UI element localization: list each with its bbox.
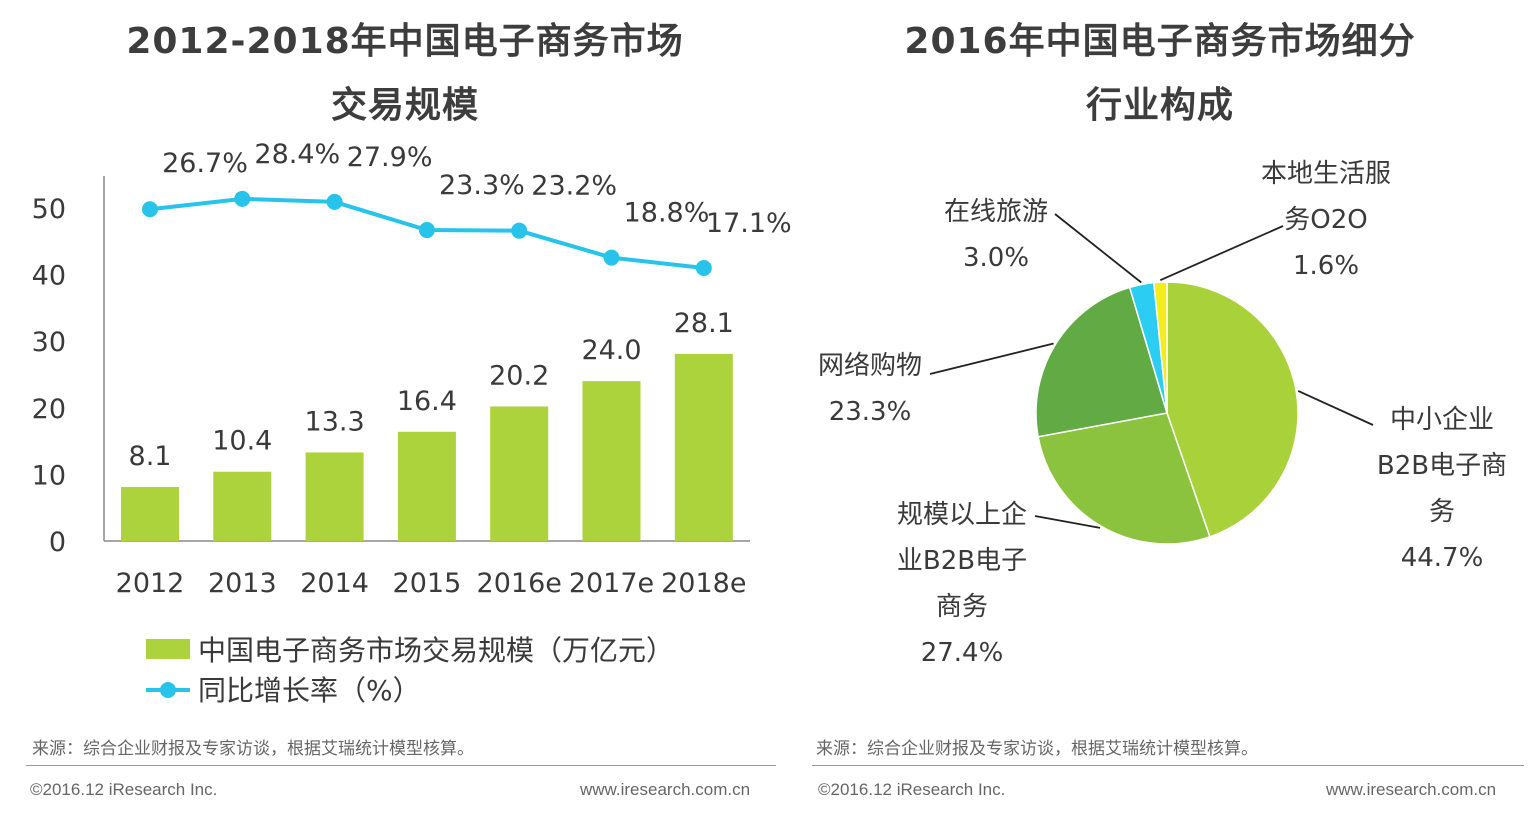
growth-point xyxy=(695,260,712,276)
bar-2014 xyxy=(305,452,364,541)
growth-value-label: 18.8% xyxy=(624,198,710,229)
legend-line-label: 同比增长率（%） xyxy=(198,674,421,707)
pie-slice-label: 规模以上企 xyxy=(897,500,1027,530)
left-title-line2: 交易规模 xyxy=(330,85,479,126)
y-tick-label: 20 xyxy=(32,394,66,425)
x-tick-label: 2014 xyxy=(300,568,369,599)
pie-slice-label: B2B电子商 xyxy=(1377,451,1507,481)
legend-line-marker xyxy=(160,682,176,698)
right-chart-title: 2016年中国电子商务市场细分 行业构成 xyxy=(810,10,1510,138)
legend-bar-swatch xyxy=(146,639,190,659)
pie-slice xyxy=(1037,412,1211,545)
growth-value-label: 26.7% xyxy=(162,148,248,179)
y-tick-label: 40 xyxy=(32,261,66,292)
pie-slice-percent: 44.7% xyxy=(1401,543,1484,573)
bar-2017e xyxy=(582,381,641,541)
bar-2012 xyxy=(121,487,179,541)
pie-slice-percent: 1.6% xyxy=(1293,251,1359,281)
source-note-right: 来源：综合企业财报及专家访谈，根据艾瑞统计模型核算。 xyxy=(816,739,1258,759)
growth-point xyxy=(511,222,528,239)
growth-value-label: 23.3% xyxy=(439,170,525,201)
pie-slice xyxy=(1166,281,1299,538)
bar-2013 xyxy=(213,471,272,541)
pie-slice-label: 网络购物 xyxy=(818,351,922,381)
right-title-line1: 2016年中国电子商务市场细分 xyxy=(904,21,1416,62)
pie-slice-label: 务 xyxy=(1429,497,1455,527)
website-link-right[interactable]: www.iresearch.com.cn xyxy=(1326,780,1497,799)
y-tick-label: 30 xyxy=(32,327,66,358)
website-link-left[interactable]: www.iresearch.com.cn xyxy=(580,780,751,799)
bar-value-label: 20.2 xyxy=(489,360,549,391)
pie-slice xyxy=(1153,281,1168,414)
pie-slice-percent: 3.0% xyxy=(963,243,1029,273)
x-tick-label: 2018e xyxy=(661,568,746,599)
bar-value-label: 28.1 xyxy=(674,308,734,339)
copyright-left: ©2016.12 iResearch Inc. xyxy=(30,780,218,799)
source-note-left: 来源：综合企业财报及专家访谈，根据艾瑞统计模型核算。 xyxy=(32,739,474,759)
footer-divider-right xyxy=(812,765,1524,766)
growth-point xyxy=(603,249,620,266)
x-tick-label: 2013 xyxy=(208,568,277,599)
x-tick-label: 2016e xyxy=(477,568,562,599)
x-tick-label: 2017e xyxy=(569,568,654,599)
x-tick-label: 2012 xyxy=(116,568,185,599)
growth-value-label: 17.1% xyxy=(706,208,792,239)
left-chart-title: 2012-2018年中国电子商务市场 交易规模 xyxy=(60,10,750,138)
x-tick-label: 2015 xyxy=(393,568,462,599)
growth-value-label: 28.4% xyxy=(254,139,340,170)
growth-value-label: 27.9% xyxy=(347,142,433,173)
growth-point xyxy=(326,193,343,210)
bar-2018e xyxy=(674,353,733,541)
growth-point xyxy=(142,201,158,218)
y-tick-label: 10 xyxy=(32,460,66,491)
growth-point xyxy=(234,190,251,207)
pie-slice-label: 中小企业 xyxy=(1390,405,1494,435)
pie-slice-label: 本地生活服 xyxy=(1261,159,1391,189)
growth-value-label: 23.2% xyxy=(531,171,617,202)
pie-slice-percent: 23.3% xyxy=(829,397,912,427)
pie-leader-line xyxy=(1297,390,1374,426)
pie-slice xyxy=(1035,286,1168,438)
pie-leader-line xyxy=(1034,515,1101,529)
footer-divider-left xyxy=(26,765,776,766)
y-tick-label: 0 xyxy=(49,527,66,558)
y-tick-label: 50 xyxy=(32,194,66,225)
pie-slice-label: 在线旅游 xyxy=(944,197,1048,227)
bar-value-label: 8.1 xyxy=(129,441,172,472)
left-title-line1: 2012-2018年中国电子商务市场 xyxy=(126,21,684,62)
pie-leader-line xyxy=(1054,213,1142,284)
legend-bar-label: 中国电子商务市场交易规模（万亿元） xyxy=(198,634,674,667)
bar-value-label: 24.0 xyxy=(581,335,641,366)
growth-point xyxy=(418,222,435,239)
pie-slice-label: 业B2B电子 xyxy=(897,546,1027,576)
pie-slice-label: 务O2O xyxy=(1284,205,1367,235)
pie-slice-label: 商务 xyxy=(936,592,988,622)
bar-value-label: 13.3 xyxy=(305,406,365,437)
pie-slice-percent: 27.4% xyxy=(921,638,1004,668)
bar-2015 xyxy=(397,431,456,541)
bar-2016e xyxy=(490,406,549,541)
pie-leader-line xyxy=(1159,225,1284,281)
bar-value-label: 16.4 xyxy=(397,386,457,417)
bar-value-label: 10.4 xyxy=(212,426,272,457)
copyright-right: ©2016.12 iResearch Inc. xyxy=(818,780,1006,799)
pie-leader-line xyxy=(929,342,1054,375)
right-title-line2: 行业构成 xyxy=(1085,85,1234,126)
